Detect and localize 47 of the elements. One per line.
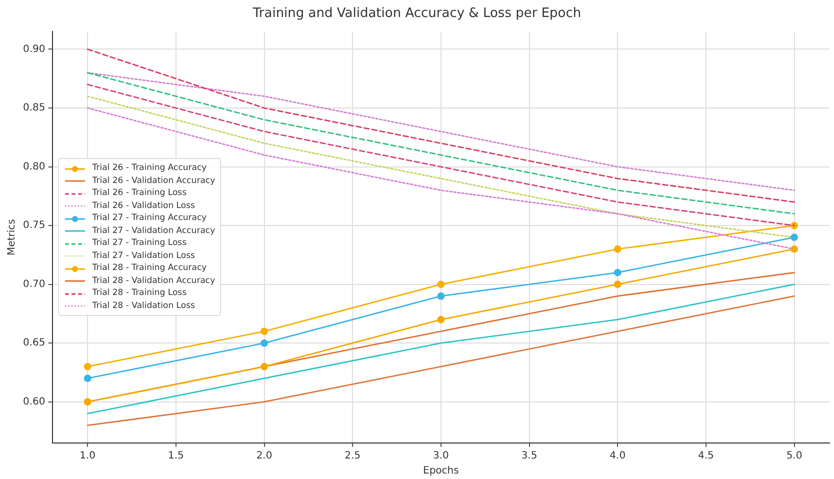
- legend-label: Trial 26 - Training Loss: [92, 187, 187, 200]
- x-tick-label: 3.5: [521, 450, 538, 462]
- legend-label: Trial 26 - Validation Accuracy: [92, 174, 216, 188]
- point: [84, 374, 92, 382]
- y-tick-label: 0.90: [23, 44, 46, 55]
- line-series: [86, 48, 795, 203]
- x-tick-label: 3.0: [432, 450, 449, 462]
- point: [437, 316, 445, 324]
- point: [260, 339, 268, 347]
- legend-label: Trial 28 - Training Accuracy: [92, 262, 207, 275]
- line-series: [86, 72, 795, 214]
- point: [614, 245, 622, 253]
- point: [260, 328, 268, 336]
- legend-label: Trial 28 - Validation Accuracy: [92, 274, 216, 288]
- x-tick-label: 5.0: [786, 450, 802, 462]
- x-tick-label: 4.5: [698, 450, 714, 462]
- x-tick-label: 2.0: [256, 450, 272, 462]
- point: [84, 398, 92, 406]
- y-tick-label: 0.85: [23, 102, 46, 114]
- point: [437, 292, 445, 300]
- x-tick-label: 1.5: [168, 450, 184, 462]
- legend-label: Trial 26 - Training Accuracy: [92, 162, 207, 175]
- chart-title: Training and Validation Accuracy & Loss per Epoch: [252, 6, 582, 22]
- x-tick-label: 1.0: [80, 450, 96, 462]
- y-tick-label: 0.70: [23, 278, 46, 290]
- point: [437, 280, 445, 288]
- legend-label: Trial 27 - Training Accuracy: [92, 212, 207, 225]
- point: [614, 280, 622, 288]
- legend-label: Trial 27 - Training Loss: [92, 237, 187, 250]
- legend-label: Trial 27 - Validation Accuracy: [92, 224, 216, 238]
- point: [260, 362, 268, 370]
- y-tick-label: 0.60: [23, 396, 46, 408]
- point: [790, 234, 798, 241]
- legend-label: Trial 28 - Validation Loss: [92, 300, 195, 312]
- x-tick-label: 4.0: [610, 450, 626, 462]
- y-axis-title: Metrics: [6, 219, 18, 256]
- y-tick-label: 0.65: [23, 338, 46, 349]
- legend-label: Trial 28 - Training Loss: [92, 287, 187, 300]
- y-tick-label: 0.80: [23, 161, 46, 172]
- legend-label: Trial 26 - Validation Loss: [92, 200, 195, 212]
- x-tick-label: 2.5: [344, 450, 361, 462]
- y-tick-label: 0.75: [23, 220, 46, 232]
- legend-label: Trial 27 - Validation Loss: [92, 250, 195, 262]
- point: [790, 245, 798, 253]
- point: [614, 268, 622, 276]
- point: [84, 362, 92, 370]
- x-axis-title: Epochs: [423, 466, 459, 477]
